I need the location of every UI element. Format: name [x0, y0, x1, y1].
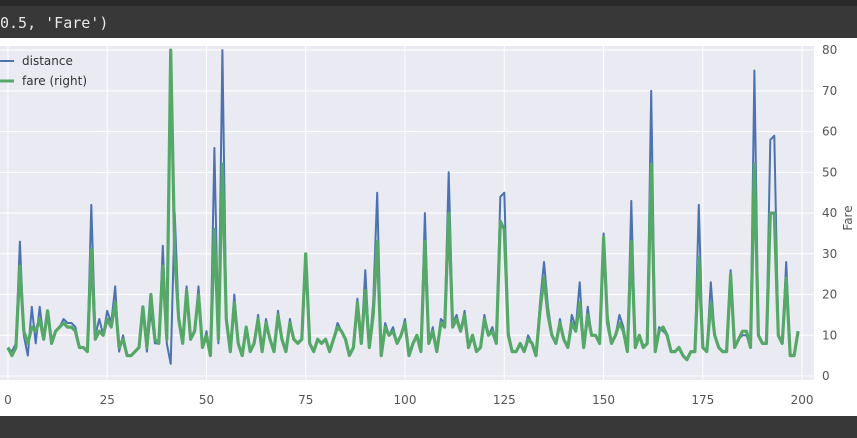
y-tick-label-1: 10: [822, 328, 837, 342]
x-tick-label-3: 75: [298, 393, 313, 407]
x-tick-label-5: 125: [493, 393, 516, 407]
x-tick-label-4: 100: [394, 393, 417, 407]
x-tick-label-6: 150: [592, 393, 615, 407]
cell-output-text: 0.5, 'Fare'): [0, 14, 109, 32]
y-tick-label-8: 80: [822, 43, 837, 57]
y-axis-ticks-right: 0 10 20 30 40 50 60 70 80: [822, 43, 837, 383]
x-tick-label-1: 25: [100, 393, 115, 407]
x-tick-label-7: 175: [691, 393, 714, 407]
y-tick-label-4: 40: [822, 206, 837, 220]
y-tick-label-7: 70: [822, 84, 837, 98]
legend-label-fare: fare (right): [22, 74, 87, 88]
x-tick-label-8: 200: [791, 393, 814, 407]
title-bar: [0, 0, 857, 6]
x-axis-ticks: 0 25 50 75 100 125 150 175 200: [4, 393, 813, 407]
y-axis-label-right: Fare: [841, 205, 855, 230]
y-tick-label-0: 0: [822, 369, 830, 383]
bottom-bar: [0, 416, 857, 438]
y-tick-label-6: 60: [822, 125, 837, 139]
plot-figure: 0 25 50 75 100 125 150 175 200 0 10 20 30 40 50 60 70 80…: [0, 38, 857, 416]
legend: distance fare (right): [0, 54, 87, 88]
y-tick-label-3: 30: [822, 247, 837, 261]
y-tick-label-2: 20: [822, 288, 837, 302]
y-tick-label-5: 50: [822, 165, 837, 179]
series-line-fare: [6, 48, 800, 362]
x-tick-label-2: 50: [199, 393, 214, 407]
series-layer: [6, 48, 800, 365]
line-chart: 0 25 50 75 100 125 150 175 200 0 10 20 30 40 50 60 70 80…: [0, 43, 855, 407]
legend-label-distance: distance: [22, 54, 73, 68]
x-tick-label-0: 0: [4, 393, 12, 407]
